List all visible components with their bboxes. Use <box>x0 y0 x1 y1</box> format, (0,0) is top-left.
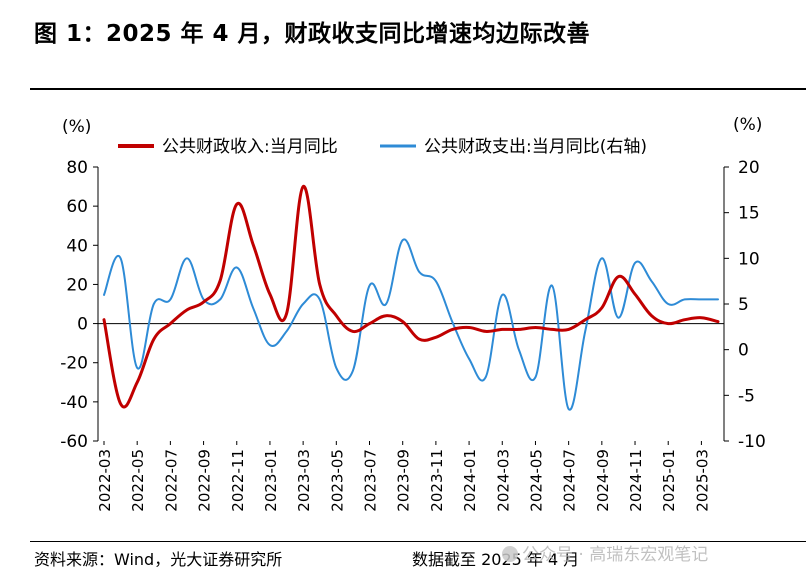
expenditure-yoy-line <box>103 238 719 411</box>
top-rule <box>30 88 806 90</box>
watermark: 公众号 · 高瑞东宏观笔记 <box>502 540 708 565</box>
x-tick-label: 2024-09 <box>594 449 612 512</box>
x-tick-label: 2024-07 <box>561 449 579 512</box>
watermark-text: 公众号 · 高瑞东宏观笔记 <box>522 545 709 565</box>
right-tick-label: 15 <box>738 204 760 224</box>
left-tick-label: 60 <box>66 197 88 217</box>
x-tick-label: 2023-09 <box>395 449 413 512</box>
right-tick-label: 5 <box>738 295 749 315</box>
left-tick-label: 20 <box>66 275 88 295</box>
x-tick-label: 2022-03 <box>96 449 114 512</box>
right-tick-label: -5 <box>738 386 755 406</box>
right-tick-label: 10 <box>738 249 760 269</box>
x-tick-label: 2024-01 <box>461 449 479 512</box>
bottom-rule <box>30 541 806 542</box>
x-tick-label: 2024-11 <box>627 449 645 512</box>
right-tick-label: 20 <box>738 158 760 178</box>
chart-legend: 公共财政收入:当月同比 公共财政支出:当月同比(右轴) <box>118 137 647 157</box>
x-tick-label: 2023-11 <box>428 449 446 512</box>
x-tick-label: 2023-07 <box>362 449 380 512</box>
right-tick-label: -10 <box>738 432 766 452</box>
x-tick-label: 2025-03 <box>693 449 711 512</box>
legend-expenditure-label: 公共财政支出:当月同比(右轴) <box>424 137 647 157</box>
x-tick-label: 2022-09 <box>196 449 214 512</box>
left-tick-label: 80 <box>66 158 88 178</box>
revenue-yoy-line <box>102 185 720 409</box>
x-tick-label: 2022-07 <box>162 449 180 512</box>
x-tick-label: 2023-03 <box>295 449 313 512</box>
left-tick-label: 40 <box>66 236 88 256</box>
x-tick-label: 2025-01 <box>660 449 678 512</box>
left-axis-unit: (%) <box>62 117 91 137</box>
chart-lines <box>102 185 720 411</box>
chart-ticks: (%) (%) 80 60 40 20 0 -20 -40 -60 20 15 10 5 0 -5 -10 202… <box>60 115 766 512</box>
legend-revenue-label: 公共财政收入:当月同比 <box>162 137 338 157</box>
right-axis-unit: (%) <box>733 115 762 135</box>
chart-title: 图 1：2025 年 4 月，财政收支同比增速均边际改善 <box>34 21 591 47</box>
date-note: 数据截至 2025 年 4 月 <box>412 550 580 569</box>
source-note: 资料来源：Wind，光大证券研究所 <box>34 550 283 569</box>
x-tick-label: 2024-03 <box>494 449 512 512</box>
x-tick-label: 2023-05 <box>328 449 346 512</box>
left-tick-label: -40 <box>60 393 88 413</box>
left-tick-label: 0 <box>77 315 88 335</box>
x-tick-label: 2024-05 <box>527 449 545 512</box>
right-tick-label: 0 <box>738 341 749 361</box>
x-tick-label: 2022-05 <box>129 449 147 512</box>
wechat-logo-icon <box>502 546 518 562</box>
left-tick-label: -60 <box>60 432 88 452</box>
left-tick-label: -20 <box>60 354 88 374</box>
x-tick-label: 2023-01 <box>262 449 280 512</box>
x-tick-label: 2022-11 <box>229 449 247 512</box>
chart-axes <box>97 167 725 441</box>
